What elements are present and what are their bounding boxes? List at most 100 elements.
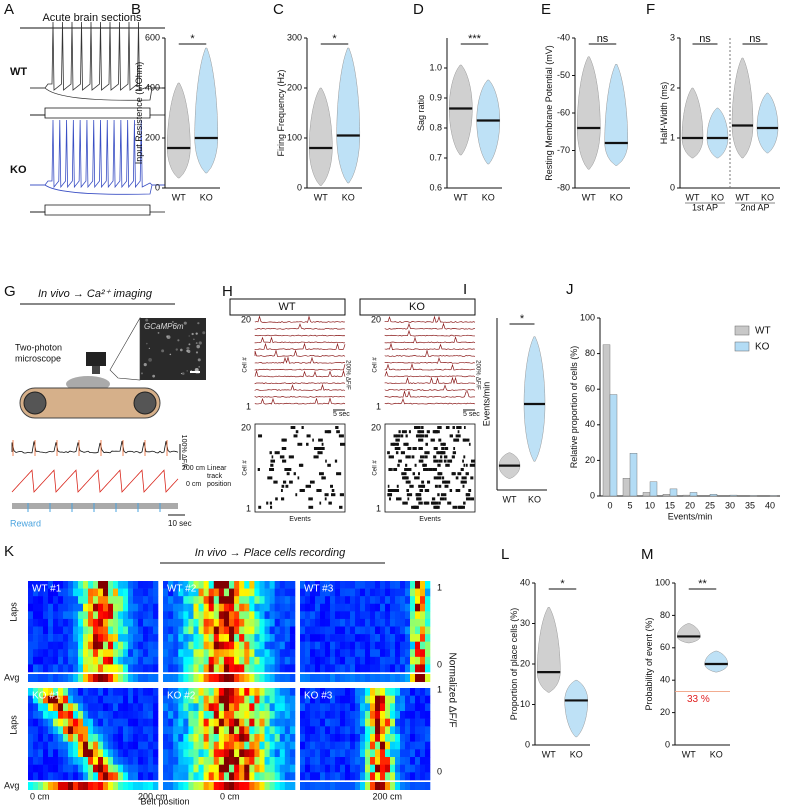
heat-cell	[108, 772, 114, 781]
heat-cell	[410, 711, 416, 719]
heat-cell	[113, 611, 119, 620]
heat-cell	[305, 749, 311, 758]
heat-cell	[380, 757, 386, 765]
heat-cell	[213, 764, 220, 773]
heat-cell	[415, 649, 421, 658]
avg-cell	[289, 782, 296, 790]
avg-cell	[83, 674, 89, 682]
heat-cell	[28, 626, 34, 635]
heat-cell	[83, 757, 89, 765]
heat-cell	[113, 649, 119, 658]
heat-cell	[43, 764, 49, 773]
heat-cell	[213, 734, 220, 742]
heat-cell	[93, 772, 99, 781]
heat-cell	[88, 656, 94, 665]
heat-cell	[395, 741, 401, 750]
heat-cell	[183, 581, 189, 589]
avg-cell	[148, 674, 154, 682]
heat-cell	[218, 749, 225, 758]
avg-cell	[28, 782, 34, 790]
raster-tick	[405, 434, 408, 438]
heat-cell	[93, 581, 99, 589]
heat-cell	[208, 734, 215, 742]
raster-tick	[282, 459, 287, 463]
heat-cell	[320, 688, 326, 696]
heat-cell	[264, 734, 270, 742]
heat-cell	[315, 695, 321, 704]
heat-cell	[138, 618, 144, 627]
heat-cell	[330, 626, 336, 635]
heat-cell	[405, 772, 411, 781]
raster-tick	[295, 493, 298, 497]
heat-cell	[213, 664, 220, 673]
heat-cell	[320, 718, 326, 727]
trace	[254, 383, 346, 391]
heat-cell	[223, 703, 230, 712]
heat-cell	[148, 718, 154, 727]
heat-cell	[269, 649, 275, 658]
heat-cell	[143, 664, 149, 673]
heat-cell	[118, 664, 124, 673]
heat-cell	[330, 772, 336, 781]
heat-cell	[365, 626, 371, 635]
heat-cell	[78, 649, 84, 658]
raster-tick	[439, 497, 445, 501]
avg-cell	[244, 674, 250, 682]
heat-cell	[63, 664, 69, 673]
raster-tick	[470, 497, 475, 501]
y-tick-label: 0.8	[429, 122, 442, 132]
heat-cell	[330, 603, 336, 612]
avg-cell	[143, 782, 149, 790]
heat-cell	[300, 718, 306, 727]
heat-cell	[254, 656, 260, 665]
heat-cell	[223, 764, 230, 773]
speckle	[193, 338, 195, 341]
heat-cell	[284, 695, 291, 704]
heat-cell	[340, 688, 346, 696]
heat-cell	[118, 726, 124, 735]
heat-cell	[163, 581, 169, 589]
heat-cell	[98, 603, 104, 612]
heat-cell	[163, 596, 169, 605]
heat-cell	[133, 772, 139, 781]
raster-tick	[293, 472, 296, 476]
avg-cell	[223, 674, 230, 682]
heat-cell	[310, 757, 316, 765]
violin	[704, 650, 729, 673]
heat-cell	[108, 611, 114, 620]
heat-cell	[259, 664, 265, 673]
y-tick-label: 0	[670, 182, 675, 192]
heat-cell	[390, 711, 396, 719]
x-tick-label: WT	[314, 192, 328, 202]
heat-cell	[63, 749, 69, 758]
heat-cell	[355, 711, 361, 719]
heat-cell	[218, 656, 225, 665]
heat-cell	[365, 634, 371, 642]
speckle	[202, 331, 206, 335]
heat-cell	[350, 618, 356, 627]
heat-cell	[63, 588, 69, 597]
heat-cell	[289, 749, 296, 758]
heat-cell	[355, 664, 361, 673]
heat-cell	[93, 656, 99, 665]
heat-cell	[380, 596, 386, 605]
heat-cell	[365, 726, 371, 735]
heat-cell	[390, 641, 396, 650]
heat-cell	[173, 649, 179, 658]
heat-cell	[118, 581, 124, 589]
heat-cell	[48, 695, 54, 704]
heat-cell	[335, 711, 341, 719]
heat-cell	[385, 741, 391, 750]
heat-cell	[113, 726, 119, 735]
raster-tick	[267, 476, 273, 480]
heat-cell	[93, 626, 99, 635]
avg-cell	[300, 782, 306, 790]
heat-cell	[63, 741, 69, 750]
heat-cell	[93, 611, 99, 620]
heat-cell	[133, 726, 139, 735]
heat-cell	[78, 757, 84, 765]
heat-cell	[148, 772, 154, 781]
heat-cell	[320, 711, 326, 719]
heat-cell	[410, 641, 416, 650]
heat-cell	[73, 703, 79, 712]
